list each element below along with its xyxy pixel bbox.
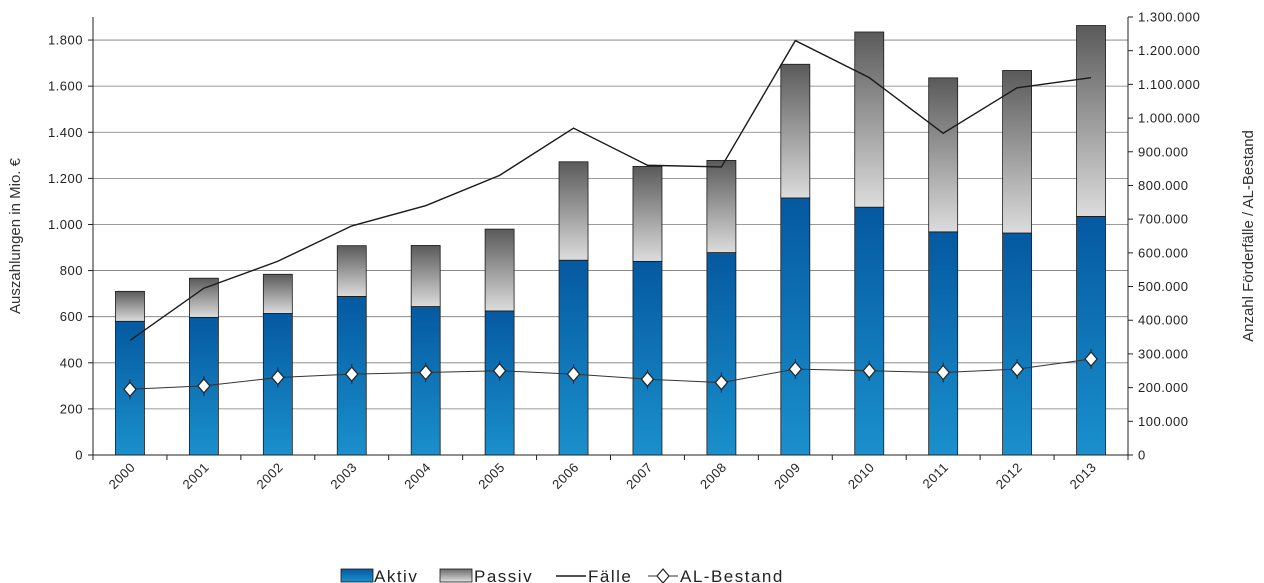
bar-aktiv-2007	[632, 260, 663, 456]
line-al-bestand	[129, 358, 1092, 390]
left-tick-label-0: 0	[75, 448, 83, 463]
legend-swatch-passiv	[439, 568, 473, 583]
x-tick-label-2003: 2003	[327, 460, 359, 492]
bar-aktiv-2010	[854, 206, 885, 456]
x-tick-label-2005: 2005	[475, 460, 507, 492]
bar-passiv-2004	[410, 245, 441, 307]
x-tick-label-2009: 2009	[771, 460, 803, 492]
x-tick-label-2010: 2010	[845, 460, 877, 492]
left-tick-label-1: 200	[60, 401, 83, 416]
x-axis-tick-labels: 2000 2001 2002 2003 2004 2005 2006 2007 2008 2009…	[106, 460, 1100, 492]
legend-label-al-bestand: AL-Bestand	[680, 567, 784, 583]
x-tick-label-2007: 2007	[623, 460, 655, 492]
legend: Aktiv Passiv Fälle AL-Bestand	[340, 567, 784, 583]
left-tick-label-8: 1.600	[48, 79, 83, 94]
al-bestand-marker-2008	[714, 374, 729, 391]
al-bestand-marker-2000	[123, 381, 137, 398]
right-tick-label-11: 1.100.000	[1138, 77, 1200, 92]
bar-passiv-2007	[632, 165, 663, 262]
right-tick-label-9: 900.000	[1138, 144, 1189, 159]
bar-aktiv-2012	[1002, 232, 1033, 456]
line-series	[123, 39, 1098, 400]
al-bestand-marker-2007	[640, 371, 655, 388]
right-tick-label-12: 1.200.000	[1138, 43, 1200, 58]
al-bestand-marker-2013	[1084, 351, 1098, 367]
x-tick-label-2013: 2013	[1067, 460, 1099, 492]
left-tick-label-5: 1.000	[48, 217, 83, 232]
x-tick-label-2012: 2012	[993, 460, 1025, 492]
bar-passiv-2000	[115, 290, 145, 322]
right-tick-label-13: 1.300.000	[1138, 10, 1200, 25]
right-tick-label-0: 0	[1138, 448, 1146, 463]
right-tick-label-5: 500.000	[1138, 279, 1189, 294]
bar-aktiv-2011	[928, 231, 959, 456]
al-bestand-marker-2010	[862, 362, 877, 379]
al-bestand-marker-2009	[788, 361, 803, 378]
bar-passiv-2002	[262, 273, 293, 314]
axes	[88, 16, 1133, 460]
x-tick-label-2001: 2001	[180, 460, 212, 492]
al-bestand-marker-2002	[271, 369, 285, 386]
legend-swatch-al-bestand-marker	[656, 568, 670, 583]
al-bestand-marker-2012	[1010, 361, 1024, 378]
bar-passiv-2003	[336, 245, 367, 297]
right-tick-label-10: 1.000.000	[1138, 111, 1200, 126]
x-tick-label-2006: 2006	[549, 460, 581, 492]
al-bestand-marker-2001	[197, 378, 211, 394]
right-tick-label-1: 100.000	[1138, 414, 1189, 429]
bar-aktiv-2013	[1076, 216, 1106, 456]
right-axis-tick-labels: 0 100.000 200.000 300.000 400.000 500.000 600.…	[1138, 10, 1200, 463]
right-tick-label-8: 800.000	[1138, 178, 1189, 193]
left-axis-title: Auszahlungen in Mio. €	[7, 157, 24, 314]
bar-passiv-2013	[1076, 25, 1106, 217]
bar-passiv-2011	[928, 77, 959, 233]
left-tick-label-4: 800	[60, 263, 83, 278]
legend-label-faelle: Fälle	[588, 567, 632, 583]
legend-swatch-aktiv	[340, 568, 374, 583]
left-tick-label-6: 1.200	[48, 171, 83, 186]
bar-passiv-2005	[484, 228, 515, 312]
x-tick-label-2002: 2002	[253, 460, 285, 492]
left-tick-label-3: 600	[60, 309, 83, 324]
bar-passiv-2012	[1002, 70, 1033, 234]
bar-passiv-2009	[780, 63, 811, 199]
al-bestand-marker-2006	[566, 366, 581, 383]
al-bestand-marker-2004	[418, 364, 433, 381]
left-tick-label-9: 1.800	[48, 33, 83, 48]
bar-passiv-2008	[706, 159, 737, 253]
right-tick-label-2: 200.000	[1138, 380, 1189, 395]
right-tick-label-3: 300.000	[1138, 346, 1189, 361]
x-tick-label-2004: 2004	[401, 460, 433, 492]
x-tick-label-2011: 2011	[920, 460, 952, 492]
x-tick-label-2008: 2008	[697, 460, 729, 492]
al-bestand-marker-2003	[344, 366, 359, 383]
left-tick-label-2: 400	[60, 355, 83, 370]
line-faelle	[129, 39, 1092, 342]
legend-label-aktiv: Aktiv	[374, 567, 418, 583]
right-tick-label-6: 600.000	[1138, 245, 1189, 260]
al-bestand-marker-2005	[492, 362, 507, 379]
left-tick-label-7: 1.400	[48, 125, 83, 140]
bar-passiv-2006	[558, 161, 589, 261]
bar-aktiv-2009	[780, 197, 811, 456]
bar-aktiv-2005	[484, 310, 515, 456]
left-axis-tick-labels: 0 200 400 600 800 1.000 1.200 1.400 1.600 1.800	[48, 33, 83, 463]
gridlines	[93, 39, 1128, 410]
bar-series	[115, 25, 1106, 456]
right-tick-label-7: 700.000	[1138, 212, 1189, 227]
bar-aktiv-2008	[706, 252, 737, 456]
bar-aktiv-2006	[558, 259, 589, 456]
legend-label-passiv: Passiv	[474, 567, 533, 583]
right-tick-label-4: 400.000	[1138, 313, 1189, 328]
x-tick-label-2000: 2000	[106, 460, 138, 492]
bar-passiv-2010	[854, 31, 885, 208]
al-bestand-marker-2011	[936, 364, 950, 381]
right-axis-title: Anzahl Förderfälle / AL-Bestand	[1240, 130, 1257, 342]
